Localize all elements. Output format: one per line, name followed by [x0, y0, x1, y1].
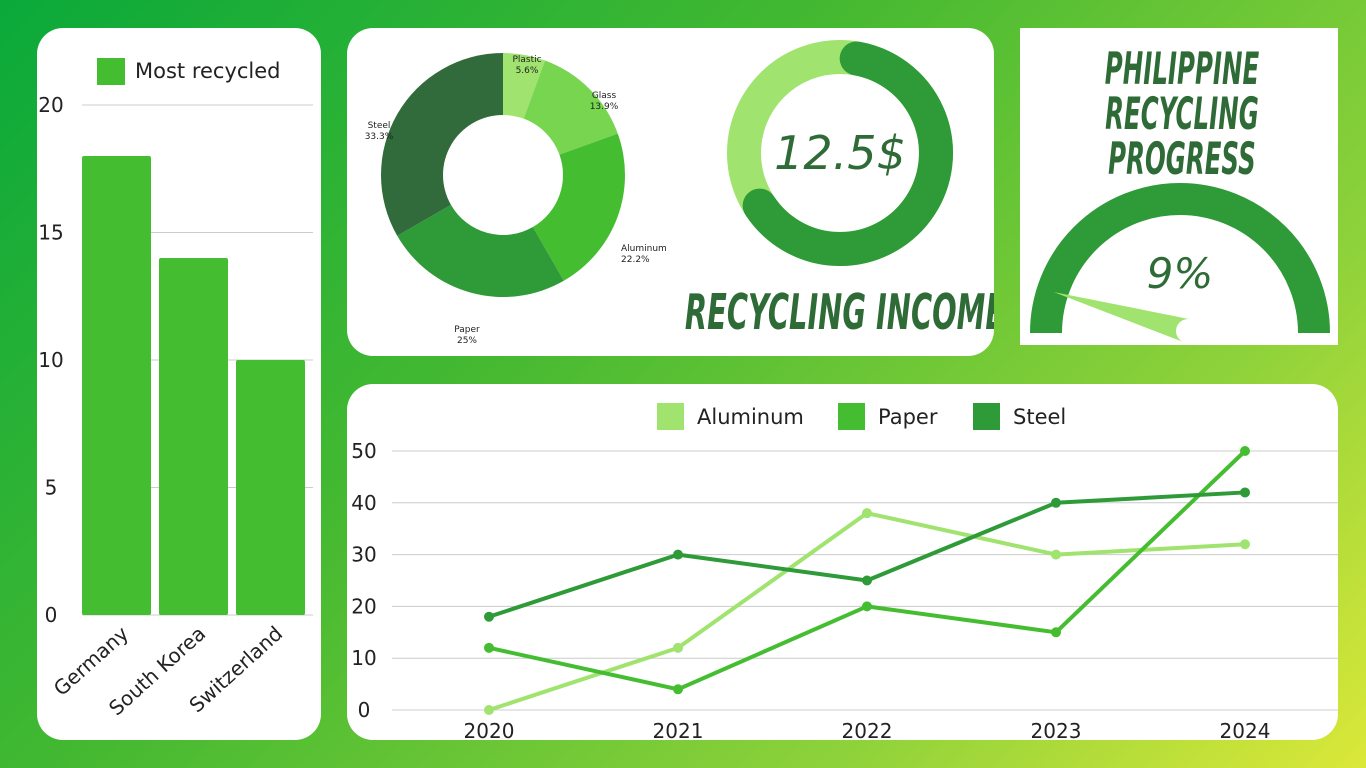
point-paper — [1240, 446, 1250, 456]
point-aluminum — [862, 508, 872, 519]
gauge-title-line: RECYCLING — [1105, 89, 1259, 140]
line-paper — [488, 449, 1247, 692]
legend-label: Aluminum — [697, 405, 804, 429]
donut-label: Plastic — [512, 55, 541, 65]
point-steel — [673, 549, 683, 560]
income-title: RECYCLING INCOME — [685, 285, 994, 341]
y-tick-label: 30 — [351, 543, 376, 567]
point-steel — [862, 575, 872, 586]
donut-percent: 13.9% — [590, 102, 619, 112]
materials-trend-line-chart: 0 10 20 30 40 50 2020 2021 2022 2023 2024 Aluminum P… — [351, 403, 1338, 740]
point-steel — [484, 611, 494, 622]
legend-swatch-steel — [973, 403, 1000, 430]
y-tick-label: 20 — [38, 93, 63, 117]
legend-label: Most recycled — [135, 59, 281, 83]
point-paper — [1051, 627, 1061, 638]
x-tick-label: 2024 — [1220, 719, 1271, 740]
y-tick-label: 10 — [38, 348, 63, 372]
gauge-value: 9% — [1147, 249, 1214, 298]
donut-label: Glass — [592, 91, 617, 101]
donut-slice-plastic — [503, 53, 546, 119]
x-tick-label: 2023 — [1031, 719, 1082, 740]
donut-slice-steel — [381, 53, 503, 236]
gauge-arc — [1030, 183, 1330, 334]
donut-percent: 5.6% — [516, 66, 539, 76]
donut-label: Paper — [454, 325, 480, 335]
point-aluminum — [673, 642, 683, 653]
gauge-title-line: PHILIPPINE — [1105, 44, 1259, 95]
bar-switzerland — [236, 360, 305, 615]
donut-percent: 33.3% — [365, 132, 394, 142]
y-tick-label: 0 — [358, 698, 371, 722]
x-tick-label: 2020 — [464, 719, 515, 740]
donut-percent: 25% — [457, 336, 477, 346]
donut-label: Steel — [368, 121, 391, 131]
y-tick-label: 40 — [351, 491, 376, 515]
legend-swatch-aluminum — [657, 403, 684, 430]
y-tick-label: 50 — [351, 439, 376, 463]
y-tick-label: 15 — [38, 221, 63, 245]
donut-percent: 22.2% — [621, 255, 650, 265]
gauge-needle — [1053, 291, 1192, 343]
legend-label: Steel — [1013, 405, 1066, 429]
y-tick-label: 10 — [351, 646, 376, 670]
donut-slice-aluminum — [532, 133, 625, 281]
y-tick-label: 5 — [45, 476, 58, 500]
legend-swatch — [97, 58, 125, 85]
bar-germany — [82, 156, 151, 615]
point-aluminum — [484, 705, 494, 715]
gauge-title-line: PROGRESS — [1108, 134, 1256, 185]
point-paper — [673, 684, 683, 695]
point-steel — [1240, 487, 1250, 498]
donut-slice-glass — [523, 60, 618, 155]
y-tick-label: 20 — [351, 594, 376, 618]
legend-label: Paper — [878, 405, 938, 429]
recycling-progress-card: PHILIPPINE RECYCLING PROGRESS 9% — [1020, 28, 1338, 345]
bar-south-korea — [159, 258, 228, 615]
x-tick-label: 2021 — [653, 719, 704, 740]
income-ring-progress — [742, 41, 953, 266]
materials-and-income-card: Plastic 5.6% Glass 13.9% Aluminum 22.2% Paper 2… — [347, 28, 994, 356]
point-paper — [484, 642, 494, 653]
income-value: 12.5$ — [774, 126, 906, 180]
x-tick-label: 2022 — [842, 719, 893, 740]
y-tick-label: 0 — [45, 603, 58, 627]
materials-trend-card: 0 10 20 30 40 50 2020 2021 2022 2023 2024 Aluminum P… — [347, 384, 1338, 740]
donut-label: Aluminum — [621, 244, 667, 254]
point-paper — [862, 601, 872, 612]
most-recycled-card: 0 5 10 15 20 Germany South Korea Switzerland Mos… — [37, 28, 321, 740]
donut-slice-paper — [397, 204, 564, 297]
point-aluminum — [1051, 549, 1061, 560]
line-aluminum — [488, 511, 1246, 712]
point-steel — [1051, 497, 1061, 508]
point-aluminum — [1240, 539, 1250, 550]
legend-swatch-paper — [838, 403, 865, 430]
